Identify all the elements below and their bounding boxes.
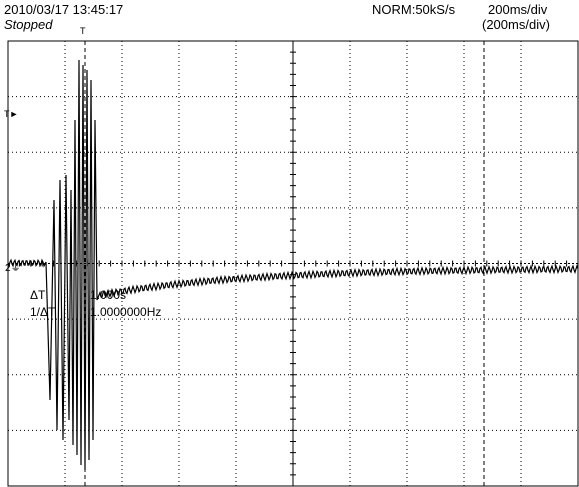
delta-t-label: ΔT	[30, 289, 45, 302]
ground-icon: ⏚	[11, 263, 21, 274]
delta-t-value: 1.000s	[90, 289, 126, 302]
inv-delta-t-label: 1/ΔT	[30, 306, 55, 319]
inv-delta-t-value: 1.0000000Hz	[90, 306, 161, 319]
channel-ground-marker: 2⏚	[5, 264, 21, 273]
trigger-position-marker: T	[80, 27, 86, 36]
trigger-level-marker: T►	[4, 110, 18, 119]
trigger-level-arrow-icon: ►	[10, 109, 19, 119]
